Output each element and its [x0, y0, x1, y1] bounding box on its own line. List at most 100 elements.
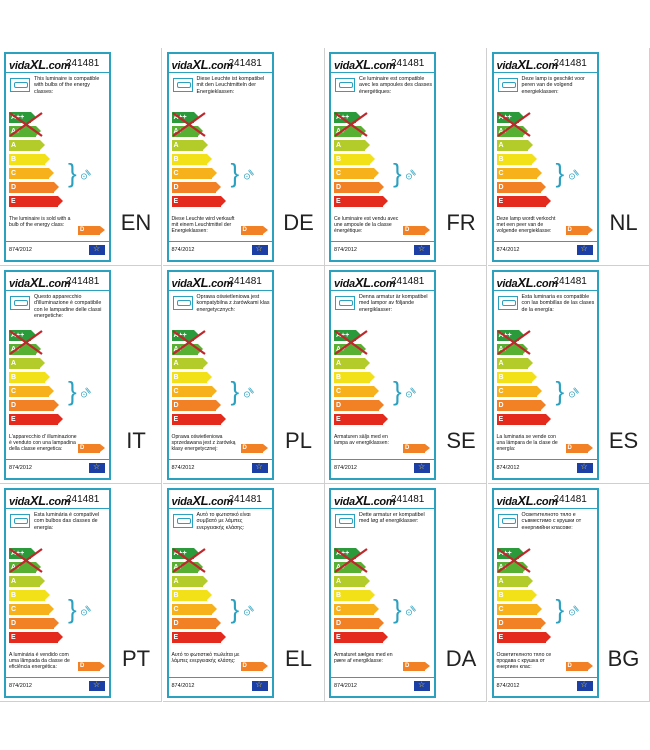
compatibility-text: Αυτό το φωτιστικό είναι συμβατό με λάμπε… — [196, 512, 251, 531]
sold-class-tag: D — [403, 662, 430, 671]
energy-bar-d: D — [496, 618, 546, 629]
energy-label: vidaXL.com 241481 This luminaire is comp… — [4, 52, 111, 262]
divider — [168, 508, 272, 509]
article-number: 241481 — [391, 276, 425, 287]
eu-flag-icon — [414, 244, 430, 255]
energy-bar-a: A — [171, 140, 208, 151]
divider — [331, 72, 434, 73]
energy-bar-b: B — [496, 590, 537, 601]
sold-class-tag: D — [403, 226, 430, 235]
energy-bar-c: C — [171, 168, 217, 179]
compatibility-text: Ce luminaire est compatible avec les amp… — [359, 76, 433, 95]
energy-bar-c: C — [496, 386, 542, 397]
sold-class-tag: D — [565, 226, 593, 235]
energy-bar-b: B — [9, 372, 49, 383]
language-code: ES — [608, 428, 639, 453]
eu-flag-icon — [251, 462, 268, 473]
luminaire-icon — [10, 514, 30, 528]
energy-bar-d: D — [9, 618, 58, 629]
energy-label-cell-el: vidaXL.com 241481 Αυτό το φωτιστικό είνα… — [162, 484, 325, 702]
article-number: 241481 — [66, 276, 100, 287]
energy-bar-e: E — [496, 414, 551, 425]
brand-logo: vidaXL.com — [496, 493, 559, 508]
divider — [6, 72, 109, 73]
energy-bar-b: B — [334, 154, 374, 165]
brace-icon: } — [555, 376, 565, 406]
energy-label-cell-fr: vidaXL.com 241481 Ce luminaire est compa… — [325, 48, 487, 266]
sold-class-tag: D — [78, 444, 105, 453]
divider — [331, 677, 434, 678]
brace-icon: } — [230, 594, 240, 624]
bulb-icon: ⊙‖ — [77, 385, 93, 401]
cross-out-icon — [171, 548, 206, 573]
divider — [168, 290, 272, 291]
divider — [493, 241, 597, 242]
article-number: 241481 — [553, 276, 587, 287]
energy-label-cell-pt: vidaXL.com 241481 Esta luminária é compa… — [0, 484, 162, 702]
energy-bar-b: B — [171, 590, 212, 601]
language-code: NL — [609, 210, 638, 235]
brand-logo: vidaXL.com — [9, 57, 71, 72]
energy-bar-a: A — [496, 358, 533, 369]
energy-bar-b: B — [496, 154, 537, 165]
compatibility-text: This luminaire is compatible with bulbs … — [34, 76, 100, 95]
luminaire-icon — [172, 296, 193, 310]
eu-flag-icon — [251, 680, 268, 691]
energy-bar-d: D — [9, 182, 58, 193]
regulation-number: 874/2012 — [171, 247, 195, 253]
sold-with-text: A luminária é vendido com uma lâmpada da… — [9, 652, 70, 670]
energy-bar-c: C — [171, 386, 217, 397]
luminaire-icon — [497, 514, 518, 528]
energy-bar-e: E — [496, 196, 551, 207]
divider — [6, 508, 109, 509]
energy-bar-b: B — [171, 372, 212, 383]
energy-bar-c: C — [334, 604, 379, 615]
energy-label: vidaXL.com 241481 Esta luminaria es comp… — [491, 270, 599, 480]
brand-logo: vidaXL.com — [9, 275, 71, 290]
divider — [331, 459, 434, 460]
luminaire-icon — [10, 78, 30, 92]
cross-out-icon — [171, 112, 206, 137]
regulation-number: 874/2012 — [496, 683, 520, 689]
cross-out-icon — [9, 548, 43, 573]
cross-out-icon — [334, 112, 368, 137]
brace-icon: } — [230, 158, 240, 188]
divider — [168, 459, 272, 460]
bulb-icon: ⊙‖ — [240, 385, 256, 401]
energy-bar-e: E — [171, 414, 226, 425]
language-code: EL — [285, 646, 312, 671]
compatibility-text: Oprawa oświetleniowa jest kompatybilna z… — [196, 294, 270, 313]
eu-flag-icon — [414, 462, 430, 473]
eu-flag-icon — [414, 680, 430, 691]
regulation-number: 874/2012 — [334, 683, 357, 689]
sold-class-tag: D — [403, 444, 430, 453]
brand-logo: vidaXL.com — [171, 57, 234, 72]
energy-bar-a: A — [334, 140, 370, 151]
luminaire-icon — [335, 296, 355, 310]
bulb-icon: ⊙‖ — [565, 167, 581, 183]
energy-label-cell-bg: vidaXL.com 241481 Осветителното тяло е с… — [487, 484, 650, 702]
energy-bar-c: C — [9, 386, 54, 397]
article-number: 241481 — [553, 58, 587, 69]
energy-label: vidaXL.com 241481 Questo apparecchio d'i… — [4, 270, 111, 480]
divider — [168, 677, 272, 678]
energy-bar-d: D — [334, 400, 383, 411]
energy-bar-c: C — [334, 386, 379, 397]
energy-bar-a: A — [9, 140, 45, 151]
sold-class-tag: D — [78, 662, 105, 671]
luminaire-icon — [335, 514, 355, 528]
divider — [493, 459, 597, 460]
eu-flag-icon — [576, 244, 593, 255]
energy-label: vidaXL.com 241481 Dette armatur er kompa… — [329, 488, 436, 698]
article-number: 241481 — [66, 58, 100, 69]
brand-logo: vidaXL.com — [334, 493, 396, 508]
luminaire-icon — [497, 296, 518, 310]
